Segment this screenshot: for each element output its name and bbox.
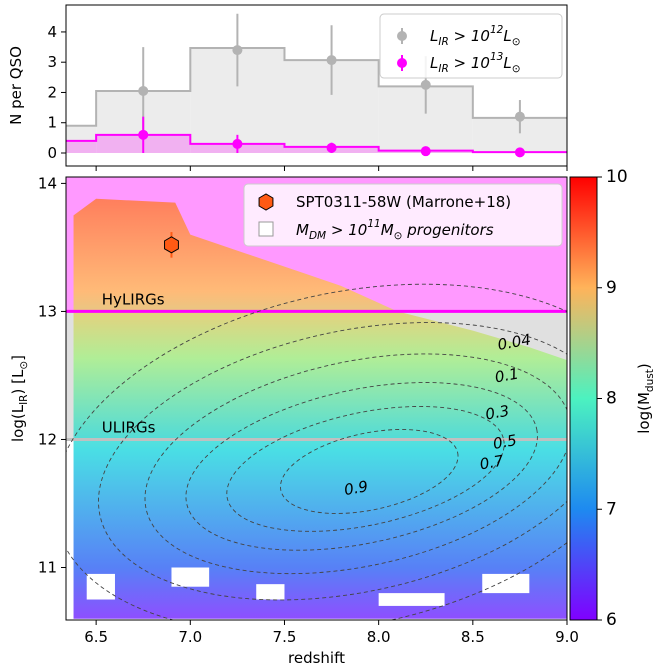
point bbox=[326, 55, 337, 66]
axes-frame bbox=[65, 4, 568, 167]
cloud-gap bbox=[482, 573, 530, 594]
legend-box bbox=[243, 183, 563, 247]
histogram-bar bbox=[66, 140, 97, 153]
point bbox=[232, 45, 243, 56]
legend-marker bbox=[258, 221, 274, 237]
colorbar bbox=[569, 176, 598, 621]
step-outline bbox=[66, 46, 567, 127]
region-label: HyLIRGs bbox=[102, 290, 165, 308]
y-tick-label: 3 bbox=[47, 53, 57, 71]
contour bbox=[226, 406, 505, 532]
colorbar-tick-label: 10 bbox=[606, 167, 628, 187]
contour bbox=[279, 429, 459, 514]
point bbox=[514, 147, 525, 158]
contour bbox=[185, 382, 538, 551]
contour-label: 0.3 bbox=[484, 401, 511, 423]
y-axis-label: N per QSO bbox=[7, 46, 25, 125]
contour-label: 0.5 bbox=[491, 431, 518, 453]
legend-label: MDM > 1011M⊙ progenitors bbox=[296, 218, 494, 242]
colorbar-tick-label: 8 bbox=[606, 389, 617, 409]
legend-marker bbox=[397, 58, 407, 68]
y-axis-label: log(LIR) [L⊙] bbox=[9, 355, 31, 442]
y-tick-label: 12 bbox=[38, 430, 57, 448]
y-tick-label: 0 bbox=[47, 143, 57, 161]
cloud-gap bbox=[171, 567, 210, 587]
contour-label: 0.04 bbox=[496, 330, 532, 354]
x-tick-label: 8.0 bbox=[367, 628, 391, 646]
colorbar-tick-label: 6 bbox=[606, 610, 617, 630]
point bbox=[326, 142, 337, 153]
region-label: ULIRGs bbox=[102, 418, 156, 436]
contour bbox=[98, 322, 567, 601]
colorbar-tick-label: 7 bbox=[606, 499, 617, 519]
legend-label: LIR > 1012L⊙ bbox=[430, 24, 521, 48]
y-tick-label: 4 bbox=[47, 22, 57, 40]
point bbox=[138, 85, 149, 96]
step-outline bbox=[66, 133, 567, 154]
contour-label: 0.7 bbox=[478, 451, 505, 473]
x-axis-label: redshift bbox=[288, 649, 345, 667]
point bbox=[232, 138, 243, 149]
legend-box bbox=[379, 13, 563, 79]
point bbox=[420, 146, 431, 157]
y-tick-label: 2 bbox=[47, 83, 57, 101]
y-tick-label: 1 bbox=[47, 113, 57, 131]
cloud-gap bbox=[256, 584, 285, 600]
point bbox=[514, 111, 525, 122]
legend-label: SPT0311-58W (Marrone+18) bbox=[296, 193, 511, 211]
x-tick-label: 7.5 bbox=[273, 628, 297, 646]
legend-marker bbox=[258, 193, 274, 211]
population-cloud bbox=[73, 198, 567, 619]
colorbar-tick-label: 9 bbox=[606, 278, 617, 298]
axes-frame bbox=[65, 176, 568, 621]
y-tick-label: 11 bbox=[38, 558, 57, 576]
point bbox=[420, 79, 431, 90]
colorbar-label: log(Mdust) bbox=[635, 363, 657, 433]
y-tick-label: 13 bbox=[38, 302, 57, 320]
point bbox=[138, 129, 149, 140]
point bbox=[164, 236, 179, 254]
x-tick-label: 9.0 bbox=[555, 628, 579, 646]
legend-label: LIR > 1013L⊙ bbox=[430, 51, 521, 75]
contour-label: 0.9 bbox=[343, 477, 370, 499]
cloud-gap bbox=[378, 593, 445, 606]
top-plot bbox=[66, 13, 567, 158]
legend-marker bbox=[397, 31, 407, 41]
y-tick-label: 14 bbox=[38, 174, 57, 192]
contour-label: 0.1 bbox=[493, 364, 520, 386]
x-tick-label: 8.5 bbox=[461, 628, 485, 646]
x-tick-label: 7.0 bbox=[178, 628, 202, 646]
x-tick-label: 6.5 bbox=[84, 628, 108, 646]
